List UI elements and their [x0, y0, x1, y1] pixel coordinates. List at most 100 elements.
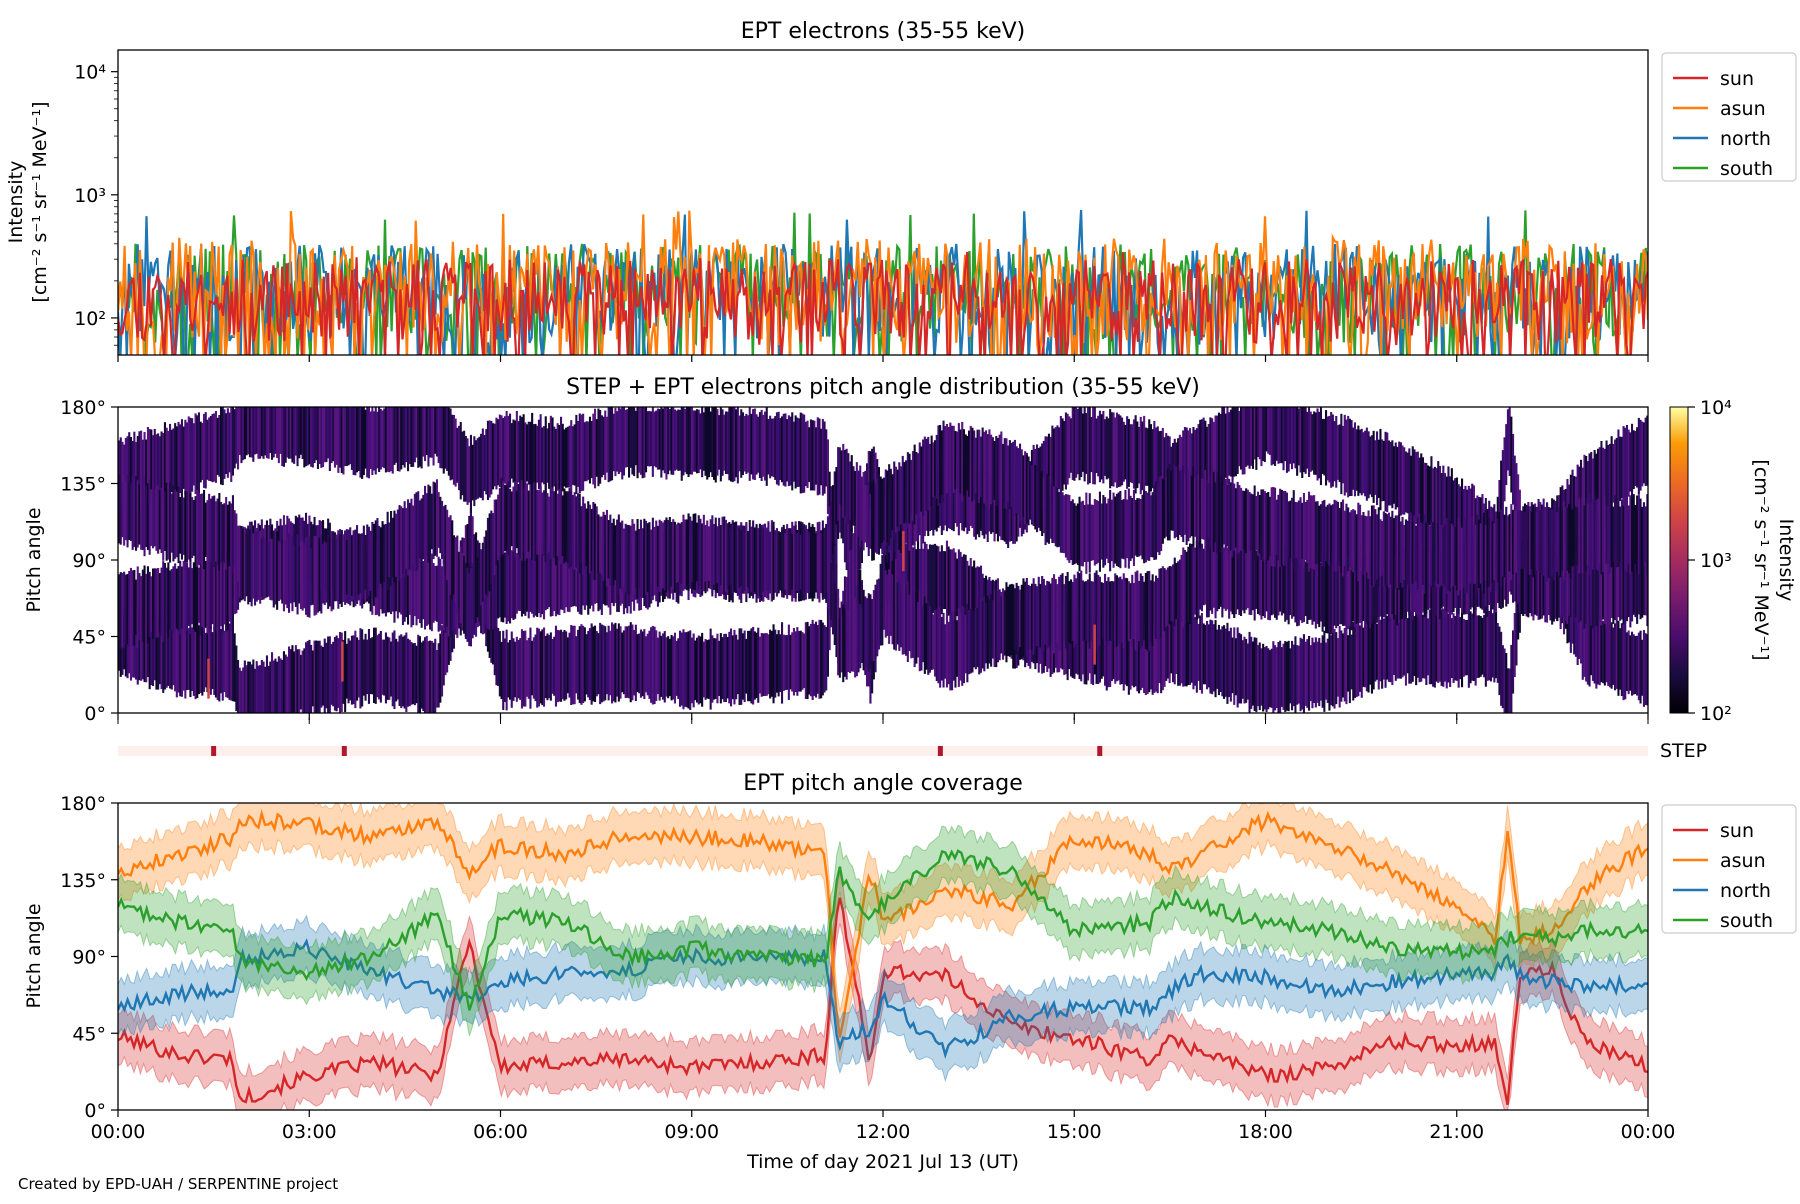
heat-cell [1350, 510, 1353, 571]
heat-cell [709, 411, 712, 473]
heat-cell [492, 608, 495, 665]
heat-cell [1253, 407, 1256, 460]
heat-cell [493, 499, 496, 576]
heat-cell [1294, 636, 1297, 713]
heat-cell [1054, 579, 1057, 649]
heat-cell [430, 407, 433, 458]
heat-cell [1206, 426, 1209, 485]
heat-cell [475, 561, 478, 623]
heat-cell [1591, 615, 1594, 681]
heat-cell [1063, 584, 1066, 641]
heat-cell [520, 417, 523, 488]
heat-cell [1149, 634, 1152, 690]
heat-cell [1206, 537, 1209, 618]
heat-cell [821, 622, 824, 696]
heat-cell [126, 436, 129, 510]
heat-cell [1287, 545, 1290, 625]
heat-cell [718, 517, 721, 593]
heat-cell [322, 407, 325, 467]
heat-cell [932, 463, 935, 536]
heat-cell [801, 524, 804, 601]
heat-cell [527, 545, 530, 619]
heat-cell [1291, 640, 1294, 711]
heat-cell [160, 487, 163, 553]
heat-cell [670, 407, 673, 475]
heat-cell [1432, 522, 1435, 587]
heat-cell [172, 626, 175, 686]
heat-cell [1440, 525, 1443, 586]
heat-cell [794, 631, 797, 692]
heat-cell [447, 407, 450, 476]
heat-cell [1580, 498, 1583, 573]
heat-cell [718, 415, 721, 470]
heat-cell [753, 408, 756, 480]
heat-cell [1330, 505, 1333, 565]
heat-cell [1464, 619, 1467, 676]
heat-cell [1637, 417, 1640, 495]
heat-cell [311, 650, 314, 707]
heat-cell [451, 414, 454, 480]
heat-cell [536, 489, 539, 555]
heat-cell [1061, 573, 1064, 653]
heat-cell [932, 614, 935, 670]
heat-cell [209, 416, 212, 482]
heat-cell [769, 531, 772, 590]
heat-cell [976, 429, 979, 503]
heat-cell [592, 413, 595, 485]
series-line-sun [118, 251, 1648, 355]
heat-cell [568, 632, 571, 698]
heat-cell [1129, 424, 1132, 483]
heat-cell [1345, 623, 1348, 705]
heat-cell [1384, 431, 1387, 512]
heat-cell [1374, 623, 1377, 682]
heat-cell [1064, 576, 1067, 649]
heat-cell [1364, 515, 1367, 572]
heat-cell [357, 533, 360, 595]
heat-cell [128, 571, 131, 647]
heat-cell [1583, 454, 1586, 532]
heat-cell [520, 479, 523, 561]
heat-cell [1187, 614, 1190, 685]
heat-cell [1236, 627, 1239, 708]
heat-cell [976, 566, 979, 639]
heat-cell [517, 555, 520, 611]
heat-cell [922, 439, 925, 516]
heat-cell [736, 407, 739, 484]
heat-cell [1007, 445, 1010, 503]
heat-cell [804, 525, 807, 600]
heat-cell [961, 421, 964, 502]
heat-cell [412, 643, 415, 705]
heat-cell [1240, 407, 1243, 470]
heat-cell [599, 540, 602, 610]
heat-cell [546, 549, 549, 609]
heat-cell [1365, 620, 1368, 692]
heat-cell [1100, 503, 1103, 560]
heat-cell [1236, 407, 1239, 474]
heat-cell [1614, 439, 1617, 505]
heat-cell [910, 459, 913, 515]
heat-cell [1126, 578, 1129, 644]
heat-cell [549, 632, 552, 701]
heat-cell [1340, 413, 1343, 495]
heat-cell [165, 427, 168, 497]
heat-cell [730, 628, 733, 707]
heat-cell [592, 502, 595, 580]
heat-cell [384, 632, 387, 704]
heat-cell [1056, 584, 1059, 643]
heat-cell [747, 630, 750, 702]
heat-cell [441, 566, 444, 624]
heat-cell [464, 562, 467, 637]
heat-cell [503, 638, 506, 702]
heat-cell [966, 560, 969, 630]
heat-cell [1345, 419, 1348, 493]
heat-cell [532, 424, 535, 484]
heat-cell [1311, 414, 1314, 471]
heat-cell [835, 492, 838, 570]
heat-cell [259, 407, 262, 459]
heat-cell [352, 531, 355, 600]
heat-cell [1306, 499, 1309, 563]
heat-cell [248, 407, 251, 458]
heat-cell [1151, 429, 1154, 489]
heat-cell [439, 407, 442, 469]
heat-cell [631, 519, 634, 601]
